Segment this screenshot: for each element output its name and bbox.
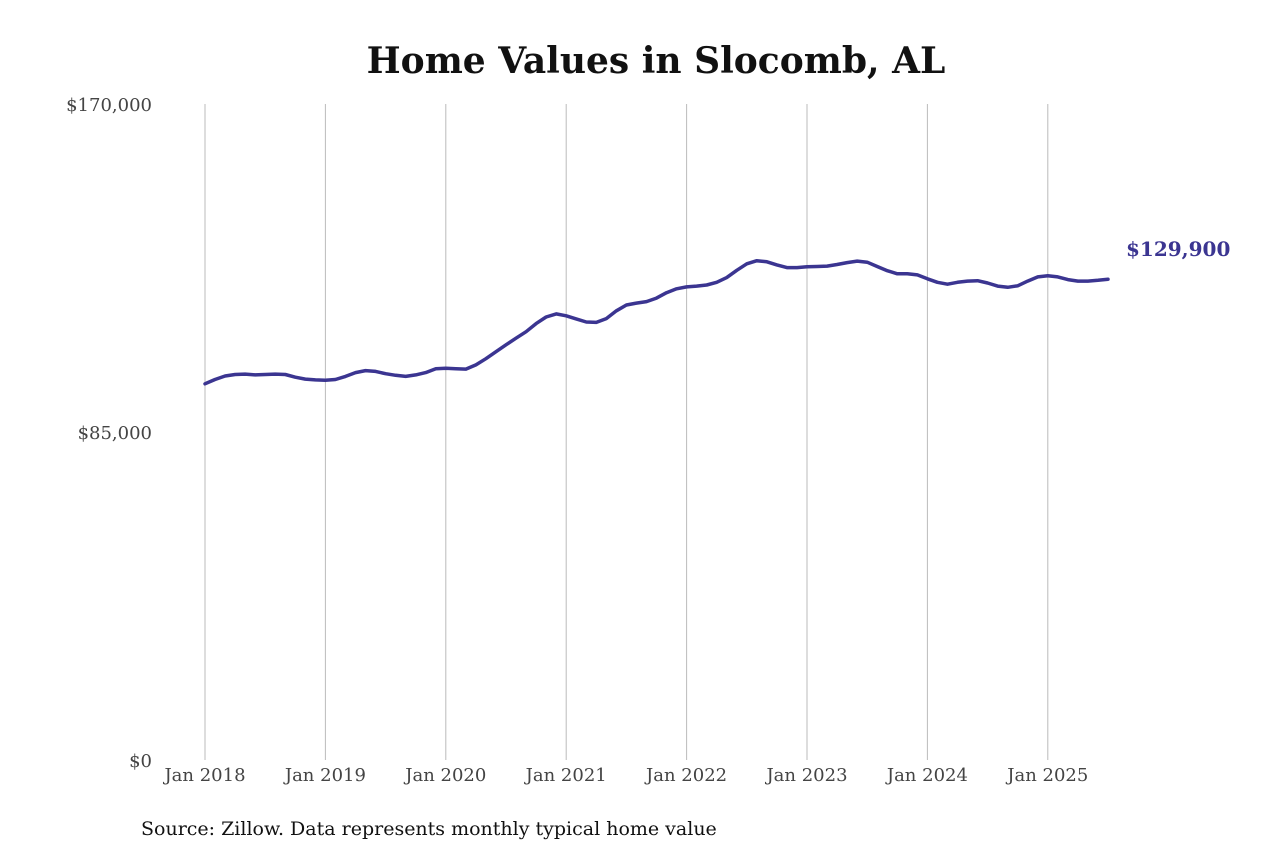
x-tick-label: Jan 2022 xyxy=(644,765,727,786)
x-tick-label: Jan 2020 xyxy=(403,765,486,786)
x-tick-label: Jan 2021 xyxy=(524,765,607,786)
x-tick-label: Jan 2024 xyxy=(885,765,968,786)
y-axis: $0 $85,000 $170,000 xyxy=(66,95,152,772)
y-tick-label: $85,000 xyxy=(78,423,152,444)
x-tick-label: Jan 2025 xyxy=(1005,765,1088,786)
x-tick-label: Jan 2019 xyxy=(283,765,366,786)
gridlines xyxy=(204,104,1049,760)
x-axis: Jan 2018 Jan 2019 Jan 2020 Jan 2021 Jan 2022… xyxy=(162,765,1088,786)
source-note: Source: Zillow. Data represents monthly … xyxy=(141,818,717,840)
end-value-label: $129,900 xyxy=(1126,237,1230,261)
y-tick-label: $170,000 xyxy=(66,95,152,116)
x-tick-label: Jan 2023 xyxy=(764,765,847,786)
chart-title: Home Values in Slocomb, AL xyxy=(367,40,946,82)
y-tick-label: $0 xyxy=(129,751,152,772)
x-tick-label: Jan 2018 xyxy=(162,765,245,786)
series-line xyxy=(203,258,1110,386)
